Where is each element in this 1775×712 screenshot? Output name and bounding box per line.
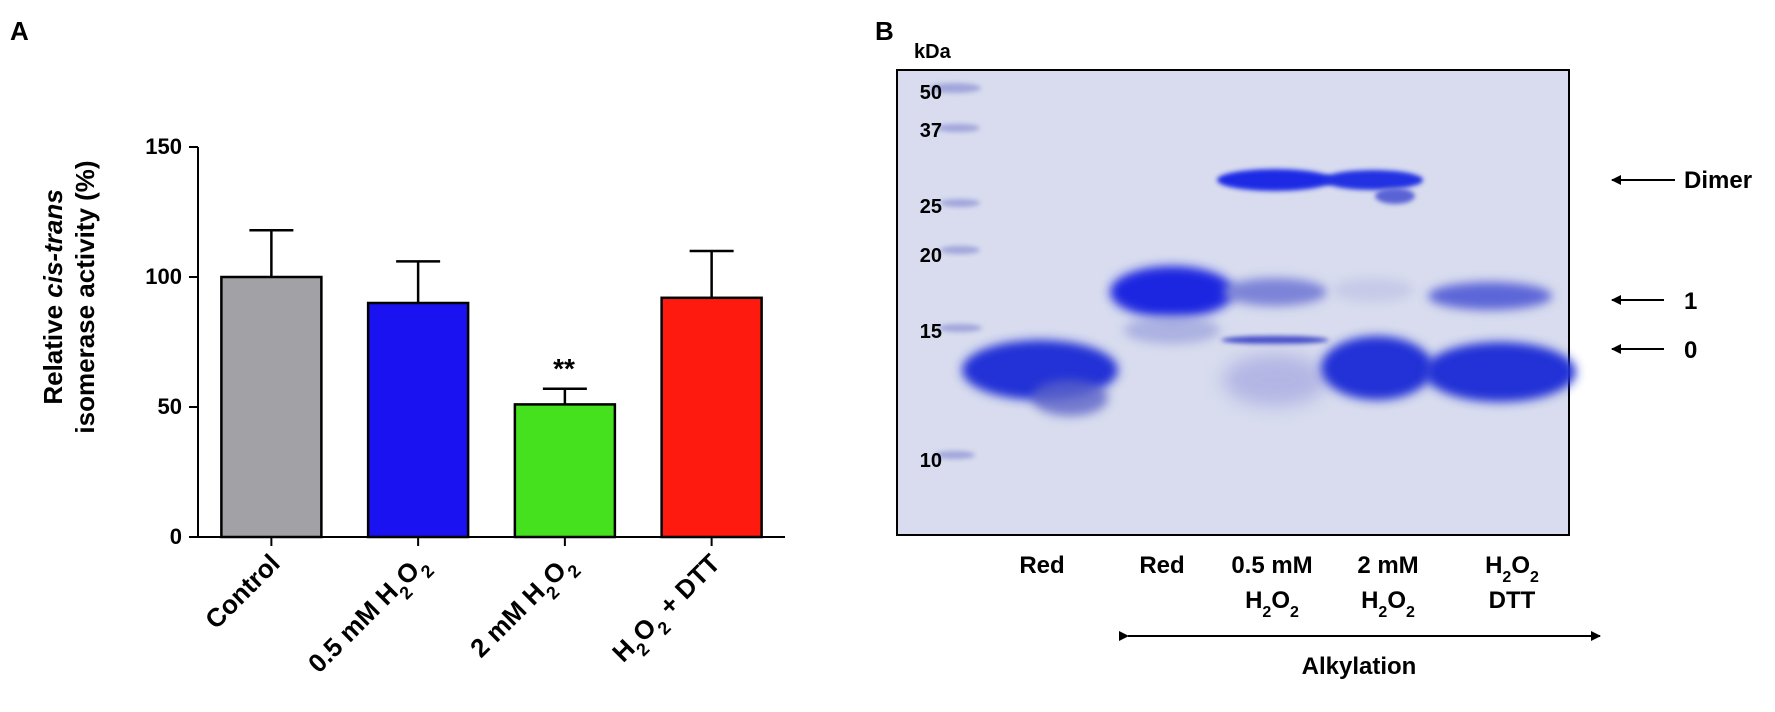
lane-label-line1: H2O2 bbox=[1485, 552, 1539, 586]
significance-marker: ** bbox=[553, 353, 575, 384]
lane-label-line1: 0.5 mM bbox=[1231, 552, 1312, 579]
marker-label: 20 bbox=[920, 245, 942, 267]
marker-label: 37 bbox=[920, 120, 942, 142]
lane-4-bands bbox=[1321, 170, 1433, 400]
alkylation-indicator: Alkylation bbox=[1119, 631, 1601, 680]
gel-image: 50 37 25 20 15 10 bbox=[896, 69, 1576, 536]
dimer-label: Dimer bbox=[1684, 167, 1752, 194]
panel-a-label: A bbox=[10, 16, 29, 46]
lane-label-line2: H2O2 bbox=[1361, 587, 1415, 621]
marker-label: 10 bbox=[920, 450, 942, 472]
lane-5-bands bbox=[1424, 282, 1576, 402]
lane-1-bands bbox=[962, 340, 1118, 416]
bar bbox=[513, 403, 617, 539]
lane-label-line1: Red bbox=[1019, 552, 1064, 579]
marker-label: 25 bbox=[920, 196, 942, 218]
band-1-label: 1 bbox=[1684, 288, 1697, 315]
lane-label-line1: Red bbox=[1139, 552, 1184, 579]
y-tick-label: 50 bbox=[158, 394, 182, 419]
bar bbox=[220, 275, 323, 539]
y-axis-title: Relative cis-trans isomerase activity (%… bbox=[38, 160, 100, 433]
x-tick-label: 2 mM H2O2 bbox=[464, 548, 585, 669]
y-axis-title-line2: isomerase activity (%) bbox=[70, 160, 100, 433]
panel-b: B kDa bbox=[875, 16, 1752, 680]
y-tick-label: 100 bbox=[145, 264, 182, 289]
marker-label: 15 bbox=[920, 321, 942, 343]
kda-label: kDa bbox=[914, 41, 952, 63]
y-tick-label: 150 bbox=[145, 134, 182, 159]
y-axis-title-line1: Relative cis-trans bbox=[38, 189, 68, 404]
marker-labels: 50 37 25 20 15 10 bbox=[920, 82, 942, 472]
ladder-bands bbox=[929, 83, 982, 459]
band-0-label: 0 bbox=[1684, 337, 1697, 364]
alkylation-label: Alkylation bbox=[1302, 653, 1417, 680]
y-tick-label: 0 bbox=[170, 524, 182, 549]
marker-label: 50 bbox=[920, 82, 942, 104]
lane-label-line2: DTT bbox=[1489, 587, 1536, 614]
lane-label-line2: H2O2 bbox=[1245, 587, 1299, 621]
x-tick-label: 0.5 mM H2O2 bbox=[302, 548, 438, 684]
bar bbox=[366, 301, 470, 539]
panel-b-label: B bbox=[875, 16, 894, 46]
lane-3-bands bbox=[1217, 169, 1333, 406]
bar bbox=[660, 296, 763, 539]
lane-label-line1: 2 mM bbox=[1357, 552, 1418, 579]
x-tick-label: Control bbox=[199, 548, 286, 635]
lane-2-bands bbox=[1110, 266, 1234, 344]
x-tick-label: H2O2 + DTT bbox=[606, 548, 731, 673]
panel-a: A Relative cis-trans isomerase activity … bbox=[10, 16, 785, 684]
band-annotations: Dimer 1 0 bbox=[1611, 167, 1752, 364]
